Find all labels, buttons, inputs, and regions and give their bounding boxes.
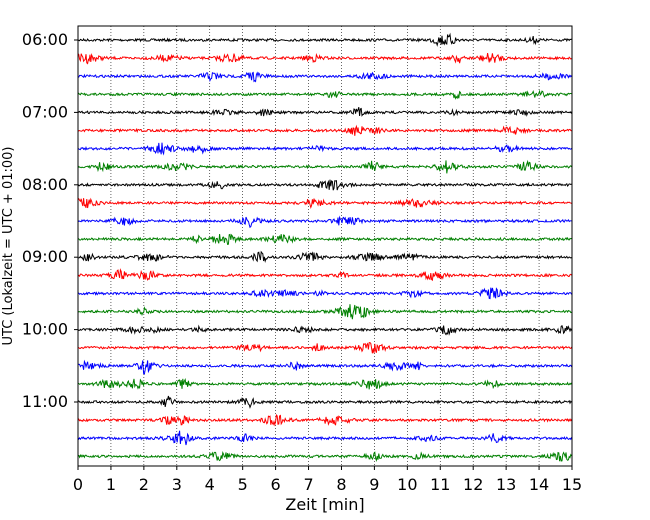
trace-0930 [77, 287, 573, 300]
trace-1045 [77, 378, 573, 390]
x-tick-label: 3 [172, 475, 182, 494]
trace-1000 [77, 324, 573, 336]
x-tick-label: 11 [430, 475, 450, 494]
y-tick-label: 08:00 [22, 175, 68, 194]
x-tick-label: 7 [303, 475, 313, 494]
x-tick-label: 10 [397, 475, 417, 494]
trace-0615 [77, 52, 572, 65]
y-tick-label: 07:00 [22, 102, 68, 121]
trace-1100 [77, 395, 572, 409]
trace-0945 [77, 304, 572, 320]
trace-1145 [77, 451, 573, 463]
trace-1115 [77, 413, 573, 427]
trace-0830 [77, 215, 572, 229]
trace-0645 [77, 89, 572, 100]
x-axis-label: Zeit [min] [285, 495, 364, 514]
x-axis-ticks: 0 1 2 3 4 5 6 7 8 9 10 11 12 13 14 15 [73, 466, 582, 494]
trace-0600 [77, 32, 572, 47]
trace-0630 [77, 71, 572, 83]
trace-0745 [77, 159, 573, 174]
x-tick-label: 5 [238, 475, 248, 494]
y-tick-label: 09:00 [22, 247, 68, 266]
trace-0815 [77, 197, 572, 210]
trace-1015 [77, 342, 573, 354]
y-axis-label: UTC (Lokalzeit = UTC + 01:00) [1, 147, 16, 346]
trace-0900 [77, 250, 572, 263]
trace-0700 [77, 106, 573, 117]
plot-frame [77, 25, 573, 467]
x-tick-label: 2 [139, 475, 149, 494]
trace-0915 [77, 268, 572, 282]
grid-lines [110, 26, 540, 466]
x-tick-label: 13 [496, 475, 516, 494]
x-tick-label: 0 [73, 475, 83, 494]
x-tick-label: 1 [106, 475, 116, 494]
trace-1030 [77, 359, 573, 375]
x-tick-label: 8 [336, 475, 346, 494]
y-tick-label: 10:00 [22, 320, 68, 339]
y-tick-label: 06:00 [22, 30, 68, 49]
trace-0730 [77, 142, 572, 156]
y-axis-ticks: 06:00 07:00 08:00 09:00 10:00 11:00 [22, 30, 78, 411]
trace-0715 [77, 124, 572, 136]
trace-0845 [77, 233, 572, 246]
seismogram-traces [77, 32, 573, 463]
x-tick-label: 14 [529, 475, 549, 494]
x-tick-label: 15 [562, 475, 582, 494]
x-tick-label: 9 [369, 475, 379, 494]
trace-0800 [77, 179, 572, 191]
x-tick-label: 12 [463, 475, 483, 494]
trace-1130 [77, 430, 573, 446]
x-tick-label: 4 [205, 475, 215, 494]
y-tick-label: 11:00 [22, 392, 68, 411]
x-tick-label: 6 [271, 475, 281, 494]
